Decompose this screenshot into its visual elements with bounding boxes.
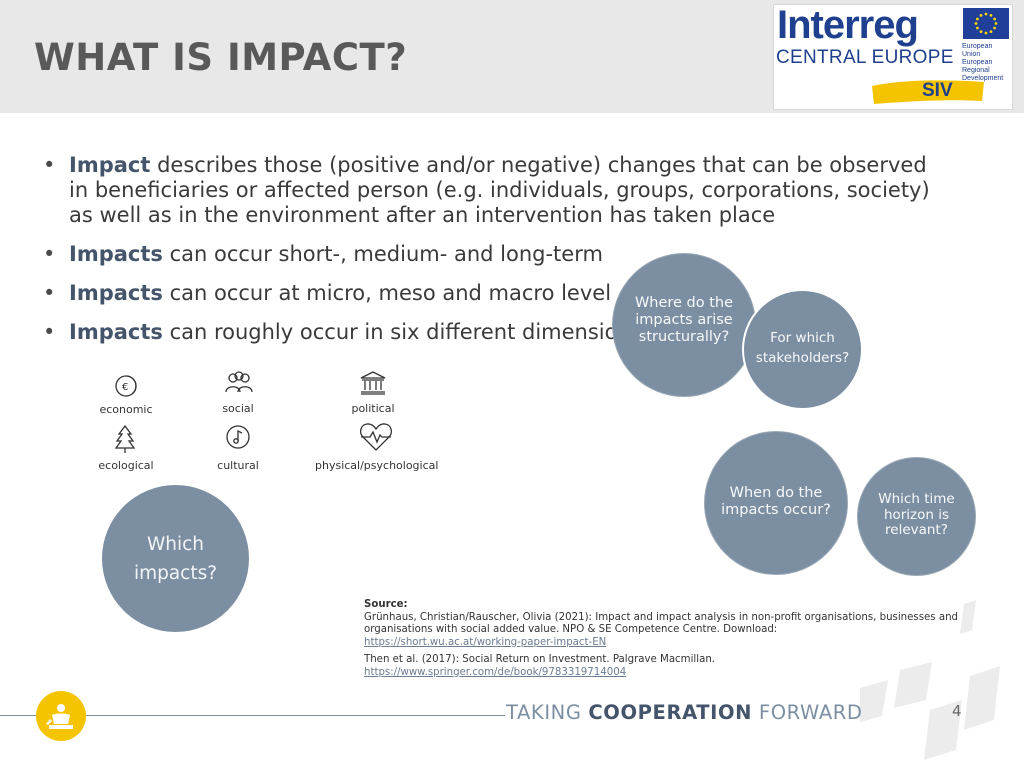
circle-which-impacts: Which impacts? [102, 485, 249, 632]
source-ref1-link[interactable]: https://short.wu.ac.at/working-paper-imp… [364, 636, 607, 648]
decorative-arrows [860, 600, 1000, 760]
bullet-list: • Impact describes those (positive and/or… [43, 153, 943, 359]
euro-coin-icon: € [113, 373, 141, 403]
source-ref2: Then et al. (2017): Social Return on Inv… [364, 654, 716, 678]
source-label: Source: [364, 599, 408, 610]
dimension-label-ecological: ecological [98, 459, 154, 472]
eu-flag-icon [963, 8, 1009, 39]
interreg-logo: Interreg CENTRAL EUROPE European Union E… [773, 3, 1013, 110]
logo-wordmark: Interreg [777, 3, 919, 47]
tree-icon [114, 424, 136, 458]
footer-tagline: TAKING COOPERATION FORWARD [506, 701, 863, 724]
circle-when-occur: When do the impacts occur? [704, 431, 848, 575]
list-item: • Impact describes those (positive and/or… [43, 153, 930, 227]
page-title: WHAT IS IMPACT? [34, 36, 408, 79]
dimension-label-social: social [222, 402, 254, 415]
list-item: • Impacts can occur short-, medium- and l… [43, 242, 603, 266]
dimension-label-political: political [351, 402, 395, 415]
list-item: • Impacts can occur at micro, meso and ma… [43, 281, 612, 305]
list-item: • Impacts can roughly occur in six differ… [43, 320, 642, 344]
circle-time-horizon: Which time horizon is relevant? [857, 457, 976, 576]
page-number: 4 [952, 702, 962, 720]
heartbeat-icon [359, 421, 393, 457]
siv-brush-badge: SIV [870, 77, 986, 105]
source-note: Source: Grünhaus, Christian/Rauscher, Ol… [364, 599, 974, 679]
circle-stakeholders: For which stakeholders? [742, 289, 863, 410]
footer-badge-icon [36, 691, 86, 741]
dimension-label-physical-psychological: physical/psychological [315, 459, 439, 472]
svg-text:€: € [122, 382, 128, 393]
dimension-label-economic: economic [99, 403, 153, 416]
logo-project-name: SIV [922, 80, 953, 101]
people-group-icon [224, 370, 254, 400]
music-note-icon [225, 424, 251, 454]
circle-where-arise: Where do the impacts arise structurally? [612, 253, 756, 397]
source-ref2-link[interactable]: https://www.springer.com/de/book/9783319… [364, 666, 627, 678]
institution-building-icon [359, 370, 387, 400]
footer-rule [0, 715, 505, 716]
dimension-label-cultural: cultural [217, 459, 259, 472]
source-ref1: Grünhaus, Christian/Rauscher, Olivia (20… [364, 611, 958, 636]
logo-region: CENTRAL EUROPE [776, 47, 954, 68]
